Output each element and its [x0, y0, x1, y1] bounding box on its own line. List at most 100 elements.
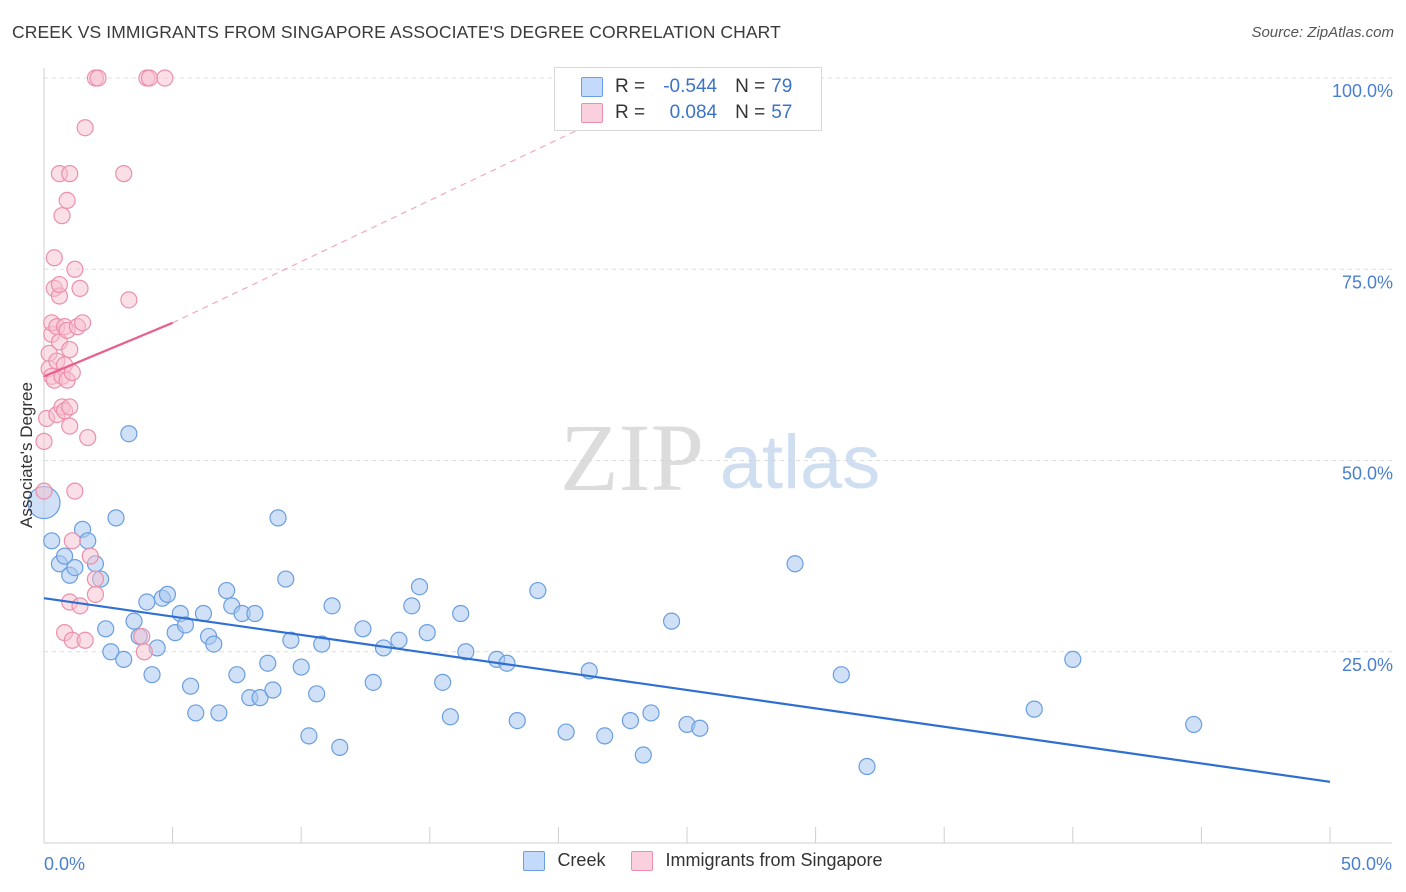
y-tick-label: 100.0%: [1332, 81, 1393, 101]
creek-point: [251, 689, 269, 707]
creek-legend-swatch: [523, 850, 546, 871]
creek-point: [1025, 700, 1043, 718]
singapore-points: [35, 69, 174, 661]
legend-row-singapore: R = 0.084 N = 57: [581, 100, 792, 126]
singapore-point: [89, 69, 107, 87]
creek-point: [354, 620, 372, 638]
watermark-zip: ZIP: [560, 404, 704, 511]
creek-point: [642, 704, 660, 722]
creek-point: [634, 746, 652, 764]
y-tick-label: 50.0%: [1342, 464, 1393, 484]
creek-point: [331, 738, 349, 756]
creek-point: [508, 711, 526, 730]
creek-point: [786, 555, 804, 573]
creek-point: [218, 581, 236, 600]
source-label: Source: ZipAtlas.com: [1251, 24, 1394, 41]
singapore-point: [135, 643, 153, 661]
legend-item-creek[interactable]: Creek: [523, 850, 605, 871]
singapore-point: [66, 482, 84, 500]
y-tick-label: 25.0%: [1342, 655, 1393, 675]
creek-legend-label: Creek: [557, 850, 606, 870]
creek-point: [187, 704, 205, 722]
creek-swatch: [581, 77, 603, 97]
singapore-point: [79, 428, 97, 447]
singapore-legend-swatch: [631, 850, 654, 871]
creek-point: [323, 597, 341, 615]
creek-point: [79, 532, 97, 550]
singapore-point: [35, 432, 53, 450]
singapore-point: [140, 69, 159, 87]
creek-point: [364, 673, 382, 691]
singapore-point: [73, 314, 92, 332]
creek-point: [434, 673, 452, 691]
singapore-point: [133, 627, 151, 646]
singapore-point: [81, 547, 99, 565]
singapore-point: [53, 207, 71, 225]
creek-point: [441, 708, 459, 726]
singapore-point: [86, 570, 105, 588]
singapore-point: [61, 417, 79, 435]
creek-point: [832, 666, 850, 684]
singapore-point: [61, 165, 79, 183]
singapore-n-value: 57: [771, 102, 793, 123]
series-legend: Creek Immigrants from Singapore: [0, 850, 1406, 871]
creek-point: [1185, 715, 1203, 734]
singapore-point: [66, 260, 84, 278]
creek-point: [410, 578, 429, 596]
singapore-point: [156, 69, 174, 87]
creek-point: [300, 727, 318, 745]
creek-point: [452, 604, 470, 623]
singapore-point: [115, 165, 133, 183]
singapore-point: [58, 191, 76, 209]
creek-point: [55, 547, 74, 565]
singapore-point: [35, 482, 53, 500]
singapore-point: [76, 631, 94, 649]
singapore-r-value: 0.084: [669, 102, 718, 123]
creek-point: [182, 677, 200, 695]
creek-point: [120, 425, 138, 443]
stats-legend: R = -0.544 N = 79 R = 0.084 N = 57: [554, 67, 822, 131]
creek-point: [259, 654, 277, 672]
creek-point: [390, 631, 408, 649]
creek-point: [313, 635, 331, 653]
legend-item-singapore[interactable]: Immigrants from Singapore: [631, 850, 883, 871]
r-label: R =: [615, 102, 646, 123]
creek-point: [621, 711, 640, 730]
singapore-trend-line: [43, 321, 174, 378]
creek-point: [308, 685, 326, 703]
creek-point: [125, 612, 143, 630]
singapore-point: [50, 275, 69, 294]
singapore-point: [86, 585, 105, 603]
creek-point: [269, 509, 287, 527]
creek-point: [418, 624, 436, 642]
singapore-point: [63, 532, 81, 550]
singapore-point: [76, 119, 94, 137]
creek-point: [858, 757, 876, 776]
creek-point: [97, 620, 115, 638]
singapore-point: [71, 597, 89, 615]
singapore-swatch: [581, 103, 603, 123]
singapore-point: [45, 249, 63, 267]
x-tick-label-min: 0.0%: [44, 854, 85, 874]
chart-title: CREEK VS IMMIGRANTS FROM SINGAPORE ASSOC…: [12, 22, 781, 42]
creek-trend-line: [43, 597, 1331, 783]
creek-n-value: 79: [771, 76, 793, 97]
creek-point: [43, 532, 61, 550]
creek-point: [282, 631, 300, 649]
creek-point: [403, 597, 421, 615]
creek-point: [107, 509, 125, 527]
creek-point: [691, 719, 709, 737]
y-tick-label: 75.0%: [1342, 272, 1393, 292]
creek-point: [176, 616, 195, 634]
y-tick-labels: 100.0% 75.0% 50.0% 25.0%: [1332, 81, 1393, 675]
creek-point: [246, 604, 264, 623]
creek-point: [292, 658, 310, 676]
creek-point: [264, 681, 282, 699]
creek-point: [662, 612, 681, 630]
creek-point: [66, 558, 84, 577]
singapore-point: [61, 340, 79, 359]
creek-point: [277, 570, 295, 588]
creek-point: [102, 643, 120, 661]
watermark-atlas: atlas: [720, 420, 881, 505]
